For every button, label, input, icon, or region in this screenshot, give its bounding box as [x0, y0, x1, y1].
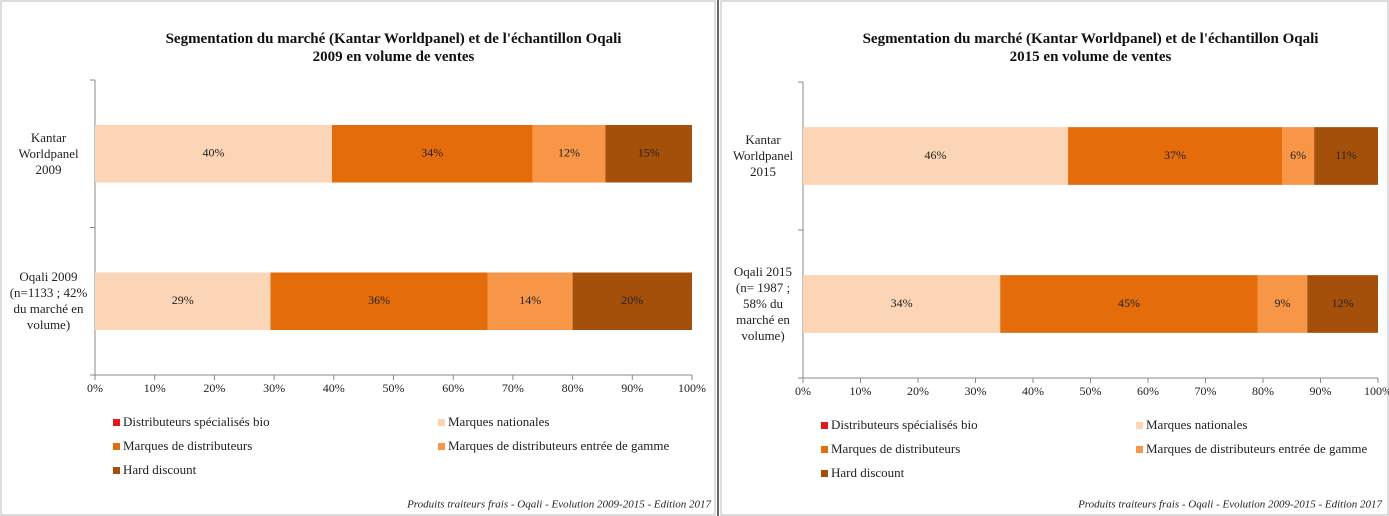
chart-title: Segmentation du marché (Kantar Worldpane…	[862, 31, 1319, 65]
legend-swatch	[438, 419, 445, 426]
x-tick-label: 100%	[678, 381, 706, 395]
legend-label: Marques nationales	[1146, 417, 1247, 432]
legend-label: Marques de distributeurs	[831, 441, 960, 456]
bar-segment	[1281, 127, 1315, 185]
legend-label: Marques de distributeurs entrée de gamme	[1146, 441, 1368, 456]
legend-label: Hard discount	[123, 462, 197, 477]
data-label: 20%	[621, 293, 643, 307]
data-label: 14%	[519, 293, 541, 307]
data-label: 46%	[925, 148, 947, 162]
x-tick-label: 20%	[203, 381, 225, 395]
bar-segment	[803, 127, 1069, 185]
legend-label: Distributeurs spécialisés bio	[831, 417, 978, 432]
data-label: 12%	[558, 146, 580, 160]
x-tick-label: 80%	[562, 381, 584, 395]
data-label: 9%	[1275, 296, 1291, 310]
category-label: Oqali 2015 (n= 1987 ; 58% du marché en v…	[733, 264, 793, 343]
x-tick-label: 70%	[1195, 384, 1217, 398]
data-label: 40%	[203, 146, 225, 160]
x-tick-label: 90%	[621, 381, 643, 395]
bar-segment	[605, 124, 692, 183]
legend-swatch	[113, 467, 120, 474]
x-tick-label: 30%	[263, 381, 285, 395]
data-label: 11%	[1335, 148, 1357, 162]
footnote: Produits traiteurs frais - Oqali - Evolu…	[406, 499, 711, 511]
x-tick-label: 40%	[1022, 384, 1044, 398]
category-label-box: Oqali 2009 (n=1133 ; 42% du marché en vo…	[9, 269, 88, 333]
x-tick-label: 0%	[87, 381, 103, 395]
category-label: Kantar Worldpanel 2009	[18, 129, 79, 177]
bar-segment	[332, 124, 533, 183]
bar-segment	[487, 272, 573, 331]
legend-label: Marques de distributeurs	[123, 438, 252, 453]
category-label-box: Oqali 2015 (n= 1987 ; 58% du marché en v…	[733, 264, 793, 343]
panel-border	[0, 0, 716, 516]
data-label: 37%	[1164, 148, 1186, 162]
x-tick-label: 20%	[907, 384, 929, 398]
bar-segment	[1257, 275, 1308, 333]
legend-swatch	[113, 419, 120, 426]
legend-swatch	[438, 443, 445, 450]
x-tick-label: 80%	[1252, 384, 1274, 398]
legend-label: Distributeurs spécialisés bio	[123, 414, 270, 429]
x-tick-label: 60%	[442, 381, 464, 395]
legend-swatch	[821, 422, 828, 429]
category-label-box: Kantar Worldpanel 2015	[732, 132, 794, 179]
data-label: 29%	[172, 293, 194, 307]
x-tick-label: 50%	[1080, 384, 1102, 398]
x-tick-label: 60%	[1137, 384, 1159, 398]
chart-title-box: Segmentation du marché (Kantar Worldpane…	[862, 31, 1319, 65]
data-label: 6%	[1290, 148, 1306, 162]
x-tick-label: 0%	[795, 384, 811, 398]
footnote: Produits traiteurs frais - Oqali - Evolu…	[1077, 499, 1382, 511]
x-tick-label: 50%	[383, 381, 405, 395]
bar-segment	[1000, 275, 1258, 333]
x-tick-label: 70%	[502, 381, 524, 395]
data-label: 36%	[368, 293, 390, 307]
category-label-box: Kantar Worldpanel 2009	[18, 129, 79, 177]
legend-label: Hard discount	[831, 465, 905, 480]
data-label: 34%	[421, 146, 443, 160]
legend-swatch	[1136, 422, 1143, 429]
data-label: 45%	[1118, 296, 1140, 310]
bar-segment	[270, 272, 488, 331]
bar-segment	[803, 275, 1001, 333]
category-label: Kantar Worldpanel 2015	[732, 132, 794, 179]
category-label: Oqali 2009 (n=1133 ; 42% du marché en vo…	[9, 269, 88, 333]
bar-segment	[1307, 275, 1378, 333]
data-label: 15%	[638, 146, 660, 160]
chart-title-box: Segmentation du marché (Kantar Worldpane…	[165, 31, 622, 65]
data-label: 12%	[1332, 296, 1354, 310]
bar-segment	[532, 124, 606, 183]
x-tick-label: 10%	[850, 384, 872, 398]
x-tick-label: 100%	[1364, 384, 1389, 398]
x-tick-label: 10%	[144, 381, 166, 395]
data-label: 34%	[891, 296, 913, 310]
legend-swatch	[1136, 446, 1143, 453]
legend-swatch	[113, 443, 120, 450]
bar-segment	[1314, 127, 1378, 185]
bar-segment	[95, 124, 333, 183]
bar-segment	[572, 272, 692, 331]
legend-swatch	[821, 470, 828, 477]
x-tick-label: 30%	[965, 384, 987, 398]
x-tick-label: 90%	[1310, 384, 1332, 398]
bar-segment	[1068, 127, 1282, 185]
panel-border	[720, 0, 1389, 516]
x-tick-label: 40%	[323, 381, 345, 395]
legend-label: Marques de distributeurs entrée de gamme	[448, 438, 670, 453]
chart-title: Segmentation du marché (Kantar Worldpane…	[165, 31, 622, 65]
legend-label: Marques nationales	[448, 414, 549, 429]
legend-swatch	[821, 446, 828, 453]
bar-segment	[95, 272, 271, 331]
